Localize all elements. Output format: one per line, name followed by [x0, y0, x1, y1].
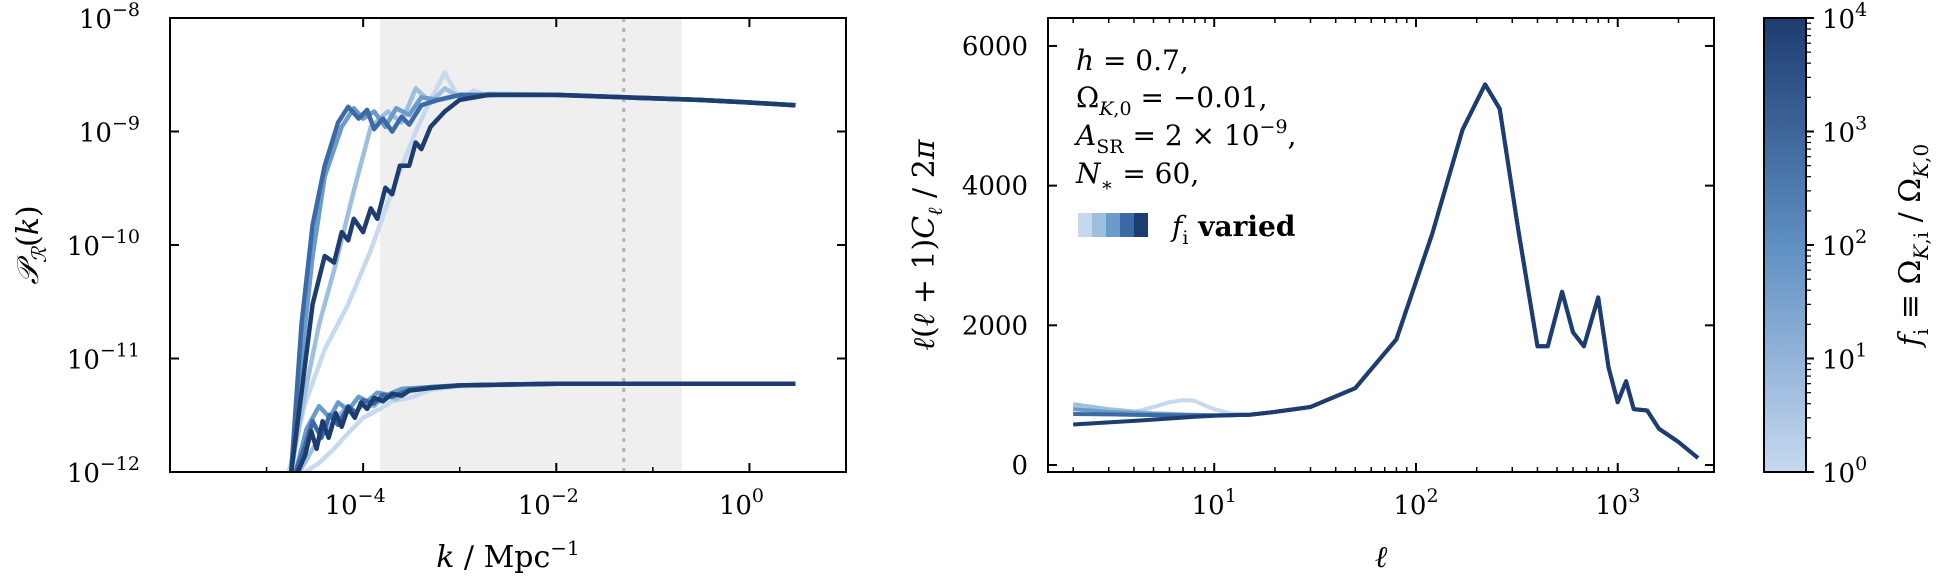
annotation-omega: ΩK,0 = −0.01, — [1076, 81, 1268, 120]
colorbar-tick-label: 101 — [1822, 340, 1867, 376]
left-y-tick-label: 10−12 — [67, 453, 140, 489]
left-panel: 10−4 10−2 100 10−12 10−11 10−10 10−9 10−8 k / M… — [11, 0, 847, 575]
colorbar-tick-label: 102 — [1822, 226, 1867, 262]
right-x-tick-label: 103 — [1595, 485, 1640, 521]
left-y-tick-label: 10−11 — [67, 340, 140, 376]
legend-swatch — [1120, 213, 1134, 237]
colorbar-gradient — [1763, 17, 1807, 473]
colorbar-label: fi ≡ ΩK,i / ΩK,0 — [1893, 144, 1933, 348]
colorbar-tick-label: 103 — [1822, 113, 1867, 149]
right-y-tick-label: 0 — [1011, 451, 1028, 481]
left-series-group — [286, 70, 796, 472]
right-annotation-box: h = 0.7, ΩK,0 = −0.01, ASR = 2 × 10−9, N… — [1073, 44, 1296, 249]
right-x-tick-label: 102 — [1393, 485, 1438, 521]
legend-swatch — [1078, 213, 1092, 237]
right-series-group — [1072, 82, 1700, 460]
legend-swatch — [1134, 213, 1148, 237]
left-y-axis-label: 𝒫ℛ(k) — [11, 205, 51, 284]
left-ticks: 10−4 10−2 100 10−12 10−11 10−10 10−9 10−8 — [67, 0, 847, 521]
colorbar-ticks: 100 101 102 103 104 — [1806, 0, 1867, 489]
left-y-tick-label: 10−10 — [67, 226, 140, 262]
right-y-tick-label: 4000 — [962, 172, 1028, 202]
right-panel: 101 102 103 0 2000 4000 6000 ℓ ℓ(ℓ + 1)Cℓ / 2π… — [907, 17, 1715, 575]
right-axes-frame — [1047, 17, 1715, 473]
annotation-nstar: N∗ = 60, — [1075, 157, 1199, 196]
right-y-axis-label: ℓ(ℓ + 1)Cℓ / 2π — [907, 138, 947, 350]
legend-swatch — [1092, 213, 1106, 237]
right-ticks: 101 102 103 0 2000 4000 6000 — [962, 18, 1715, 521]
annotation-asr: ASR = 2 × 10−9, — [1073, 116, 1296, 158]
annotation-h: h = 0.7, — [1076, 44, 1189, 77]
left-x-axis-label: k / Mpc−1 — [436, 536, 580, 575]
left-series-upper-5 — [288, 92, 796, 472]
legend-swatch — [1106, 213, 1120, 237]
left-shaded-region — [380, 18, 682, 472]
left-y-tick-label: 10−9 — [79, 113, 140, 149]
right-series-5 — [1073, 82, 1700, 460]
left-x-tick-label: 100 — [719, 485, 764, 521]
left-x-tick-label: 10−2 — [518, 485, 579, 521]
left-series-lower-5 — [295, 381, 796, 472]
left-y-tick-label: 10−8 — [79, 0, 140, 35]
legend-label: fi varied — [1170, 210, 1295, 249]
left-x-tick-label: 10−4 — [325, 485, 386, 521]
colorbar-tick-label: 104 — [1822, 0, 1867, 35]
colorbar-tick-label: 100 — [1822, 453, 1867, 489]
right-y-tick-label: 6000 — [962, 32, 1028, 62]
right-x-axis-label: ℓ — [1375, 540, 1388, 575]
colorbar: 100 101 102 103 104 fi ≡ ΩK,i / ΩK,0 — [1763, 0, 1933, 489]
legend-swatches — [1078, 213, 1148, 237]
right-y-tick-label: 2000 — [962, 311, 1028, 341]
right-x-tick-label: 101 — [1192, 485, 1237, 521]
